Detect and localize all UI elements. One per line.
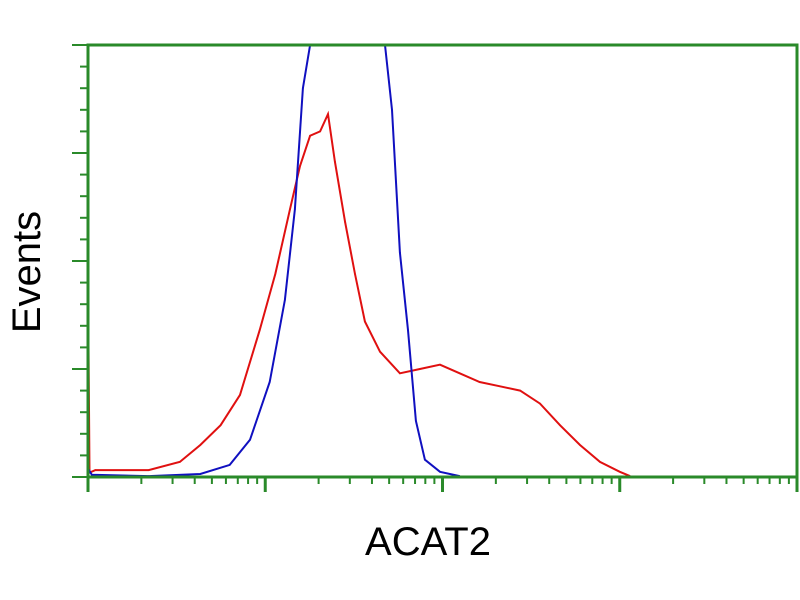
data-point	[424, 458, 426, 461]
data-point	[379, 350, 381, 353]
data-point	[364, 320, 366, 323]
data-point	[319, 130, 321, 133]
data-point	[327, 113, 329, 115]
data-point	[91, 474, 93, 476]
data-point	[619, 471, 621, 473]
data-point	[294, 208, 296, 210]
data-point	[299, 165, 301, 167]
plot-frame	[86, 43, 799, 479]
data-point	[407, 329, 409, 331]
data-point	[439, 471, 441, 473]
data-point	[199, 473, 202, 475]
data-point	[268, 381, 271, 383]
series-line-1	[87, 110, 631, 478]
data-point	[309, 134, 311, 137]
data-point	[458, 372, 461, 375]
data-point	[284, 299, 286, 301]
data-point	[439, 363, 441, 366]
series-line-2	[87, 44, 460, 478]
data-point	[354, 273, 356, 275]
data-point	[559, 424, 561, 427]
y-axis-label: Events	[5, 211, 49, 333]
data-point	[249, 439, 251, 441]
x-axis-label: ACAT2	[365, 520, 491, 564]
data-point	[519, 389, 521, 392]
series-group	[87, 44, 631, 478]
data-point	[274, 273, 277, 275]
data-point	[499, 385, 501, 388]
data-point	[579, 444, 581, 446]
data-point	[391, 109, 393, 111]
data-point	[599, 461, 601, 463]
data-point	[399, 372, 401, 375]
data-point	[344, 221, 346, 223]
data-point	[219, 424, 222, 427]
data-point	[94, 469, 97, 471]
data-point	[179, 461, 181, 463]
data-point	[289, 208, 291, 210]
data-point	[199, 444, 202, 446]
data-point	[302, 87, 304, 89]
data-point	[419, 368, 421, 370]
data-point	[415, 420, 417, 422]
data-point	[239, 394, 241, 396]
axis-ticks	[72, 44, 799, 492]
data-point	[228, 464, 231, 466]
data-point	[147, 469, 150, 471]
data-point	[399, 251, 401, 254]
data-point	[478, 381, 481, 383]
data-point	[258, 329, 261, 331]
data-point	[334, 160, 336, 163]
data-point	[539, 402, 541, 405]
